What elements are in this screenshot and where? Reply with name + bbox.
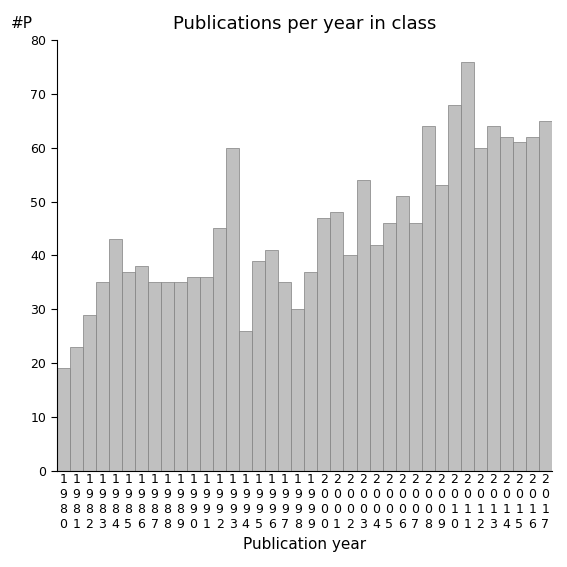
Bar — [331, 212, 344, 471]
Bar — [109, 239, 122, 471]
Bar — [57, 369, 70, 471]
Bar — [161, 282, 174, 471]
Bar — [435, 185, 448, 471]
Bar — [539, 121, 552, 471]
Bar — [135, 266, 148, 471]
Y-axis label: #P: #P — [11, 16, 33, 32]
Bar — [487, 126, 500, 471]
Bar — [96, 282, 109, 471]
X-axis label: Publication year: Publication year — [243, 537, 366, 552]
Bar — [383, 223, 396, 471]
Bar — [461, 62, 474, 471]
Bar — [213, 229, 226, 471]
Bar — [252, 261, 265, 471]
Bar — [474, 148, 487, 471]
Bar — [122, 272, 135, 471]
Bar — [344, 255, 357, 471]
Bar — [291, 309, 304, 471]
Bar — [357, 180, 370, 471]
Bar — [174, 282, 187, 471]
Bar — [226, 148, 239, 471]
Bar — [304, 272, 318, 471]
Bar — [239, 331, 252, 471]
Title: Publications per year in class: Publications per year in class — [173, 15, 436, 33]
Bar — [500, 137, 513, 471]
Bar — [396, 196, 409, 471]
Bar — [448, 105, 461, 471]
Bar — [278, 282, 291, 471]
Bar — [370, 244, 383, 471]
Bar — [83, 315, 96, 471]
Bar — [318, 218, 331, 471]
Bar — [513, 142, 526, 471]
Bar — [265, 250, 278, 471]
Bar — [70, 347, 83, 471]
Bar — [526, 137, 539, 471]
Bar — [409, 223, 422, 471]
Bar — [187, 277, 200, 471]
Bar — [200, 277, 213, 471]
Bar — [422, 126, 435, 471]
Bar — [148, 282, 161, 471]
